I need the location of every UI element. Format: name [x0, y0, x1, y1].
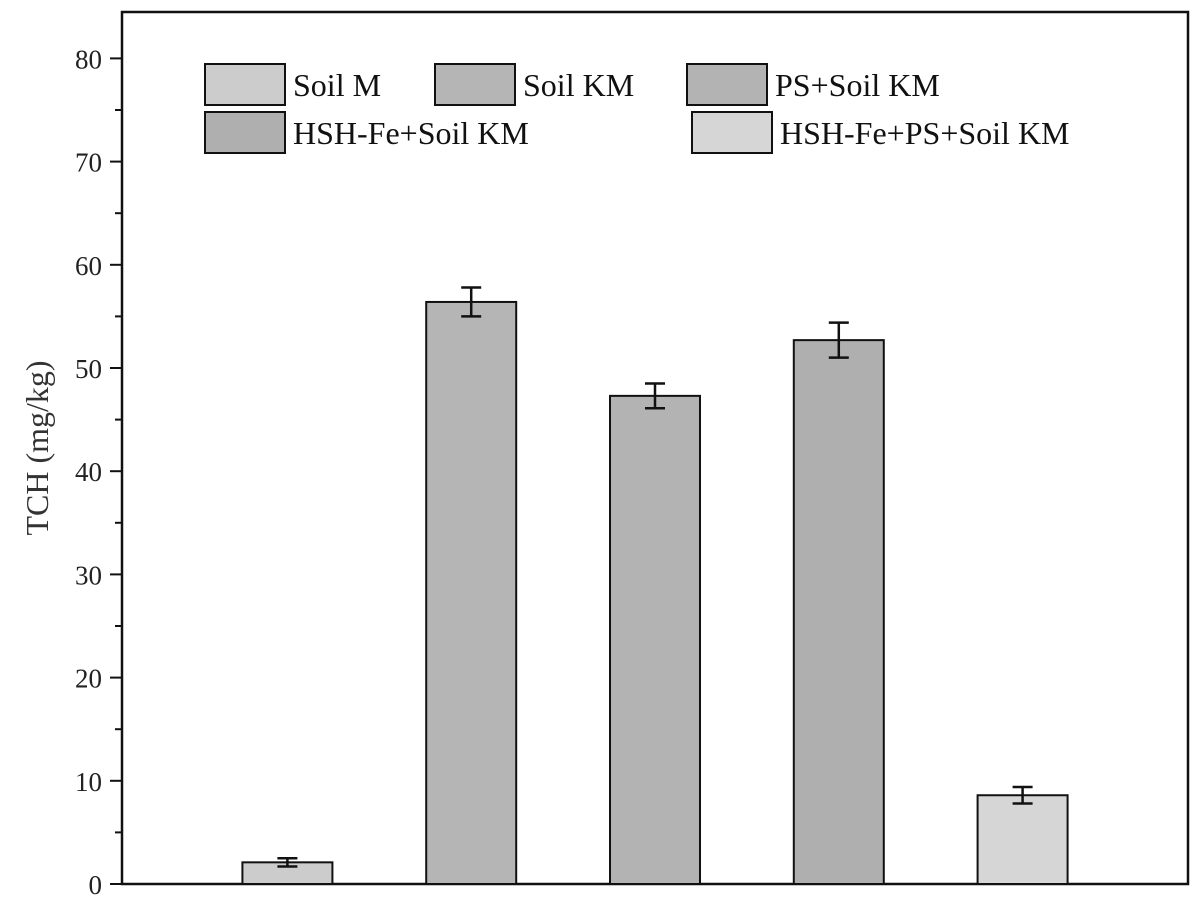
- legend-label: Soil KM: [523, 67, 634, 103]
- y-tick-label: 70: [75, 148, 102, 178]
- legend-label: PS+Soil KM: [775, 67, 940, 103]
- bars: [241, 300, 1069, 886]
- legend-label: HSH-Fe+PS+Soil KM: [780, 115, 1070, 151]
- bar-4: [976, 794, 1069, 885]
- legend-swatch: [204, 63, 286, 106]
- y-axis: 0 10 20 30 40 50 60 70 80: [75, 44, 122, 900]
- legend-swatch: [686, 63, 768, 106]
- y-tick-label: 80: [75, 44, 102, 74]
- legend-swatch: [204, 111, 286, 154]
- y-tick-label: 20: [75, 664, 102, 694]
- y-tick-label: 30: [75, 560, 102, 590]
- y-tick-label: 10: [75, 767, 102, 797]
- error-bars: [277, 286, 1033, 868]
- y-tick-label: 50: [75, 354, 102, 384]
- y-tick-label: 0: [89, 870, 103, 900]
- legend-swatch: [691, 111, 773, 154]
- legend-label: Soil M: [293, 67, 381, 103]
- bar-2: [609, 394, 701, 885]
- bar-1: [425, 300, 518, 885]
- y-axis-label: TCH (mg/kg): [19, 360, 55, 535]
- y-tick-label: 40: [75, 457, 102, 487]
- legend: Soil M Soil KM PS+Soil KM HSH-Fe+Soil KM HSH…: [204, 63, 1070, 154]
- y-tick-label: 60: [75, 251, 102, 281]
- legend-label: HSH-Fe+Soil KM: [293, 115, 529, 151]
- bar-3: [792, 339, 885, 885]
- legend-swatch: [434, 63, 516, 106]
